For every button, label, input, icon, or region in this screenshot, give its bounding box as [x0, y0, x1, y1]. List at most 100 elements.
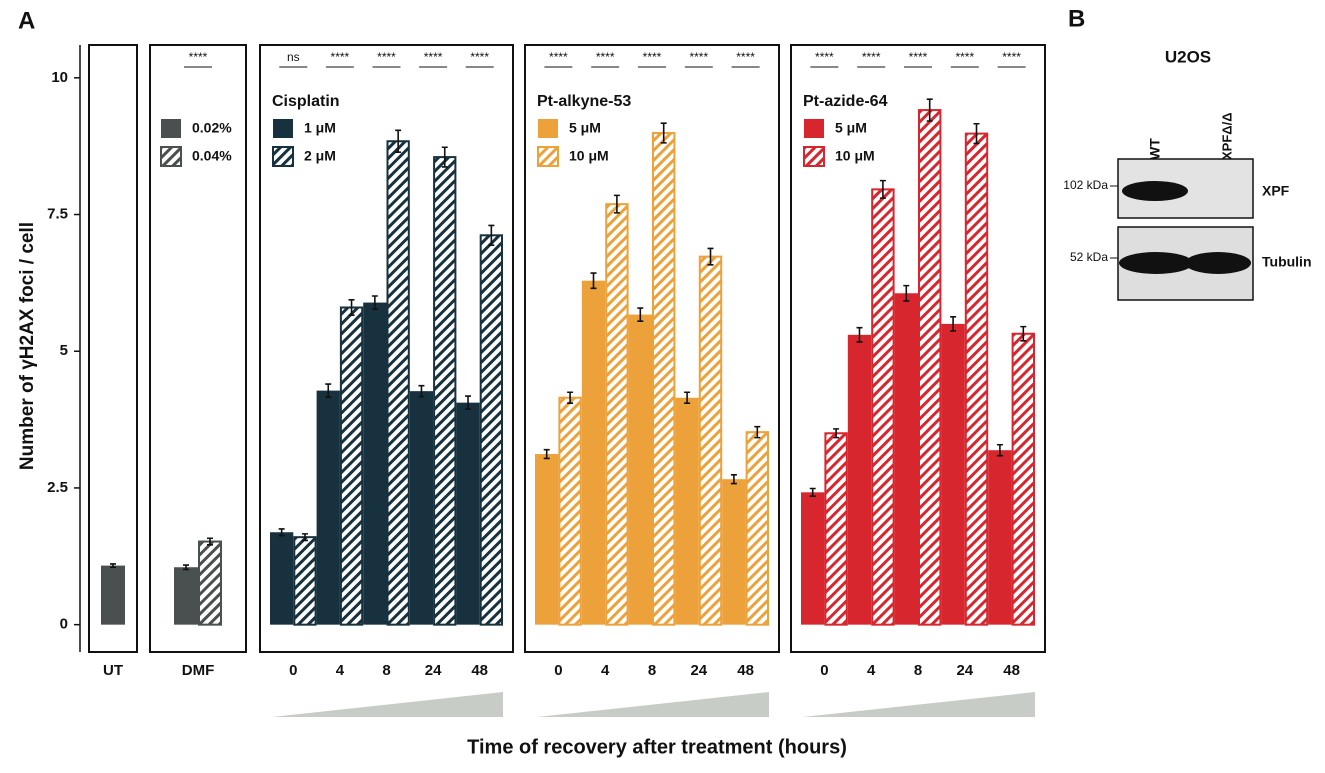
marker-label: 52 kDa — [1070, 250, 1108, 264]
x-tick-label: 48 — [1003, 662, 1020, 679]
y-tick-label: 5 — [60, 342, 68, 359]
x-tick-label: 48 — [471, 662, 488, 679]
bar — [294, 537, 315, 624]
legend-label: 5 μM — [835, 120, 867, 136]
bar — [848, 335, 871, 625]
x-tick-label: 8 — [648, 662, 656, 679]
protein-label: Tubulin — [1262, 254, 1312, 270]
bar — [582, 281, 605, 625]
legend-label: 10 μM — [835, 148, 875, 164]
bar — [675, 398, 698, 625]
significance-label: **** — [955, 50, 974, 64]
protein-label: XPF — [1262, 183, 1290, 199]
bar — [101, 566, 125, 625]
significance-label: **** — [736, 50, 755, 64]
bar — [801, 492, 824, 624]
bar — [559, 398, 580, 625]
lane-label: WT — [1147, 138, 1163, 160]
bar — [872, 189, 893, 624]
dose-wedge — [272, 692, 503, 717]
significance-label: **** — [909, 50, 928, 64]
significance-label: **** — [424, 50, 443, 64]
bar — [481, 235, 502, 624]
bar — [966, 134, 987, 625]
x-tick-label: 0 — [820, 662, 828, 679]
bar — [722, 479, 745, 624]
legend-title: Cisplatin — [272, 93, 340, 110]
bar — [895, 293, 918, 624]
x-tick-label: 4 — [867, 662, 876, 679]
x-tick-label: UT — [103, 662, 123, 679]
legend-swatch — [804, 147, 824, 166]
x-tick-label: 48 — [737, 662, 754, 679]
bar — [270, 532, 293, 624]
legend-label: 0.02% — [192, 120, 232, 136]
significance-label: **** — [689, 50, 708, 64]
marker-label: 102 kDa — [1063, 178, 1108, 192]
panel-label: A — [18, 7, 35, 34]
bar — [629, 315, 652, 625]
legend-swatch — [538, 147, 558, 166]
legend-label: 2 μM — [304, 148, 336, 164]
legend-swatch — [161, 147, 181, 166]
bar — [825, 433, 846, 624]
x-tick-label: 24 — [690, 662, 707, 679]
bar — [653, 133, 674, 625]
significance-label: **** — [189, 50, 208, 64]
legend-swatch — [273, 119, 293, 138]
bar — [174, 567, 198, 624]
blot-band — [1119, 252, 1193, 274]
bar — [199, 542, 221, 625]
legend-label: 5 μM — [569, 120, 601, 136]
legend-swatch — [161, 119, 181, 138]
lane-label: XPFΔ/Δ — [1219, 112, 1234, 160]
panel-frame — [89, 45, 137, 652]
blot-band — [1185, 252, 1251, 274]
significance-label: **** — [331, 50, 350, 64]
x-tick-label: 24 — [956, 662, 973, 679]
x-tick-label: 8 — [382, 662, 390, 679]
bar — [919, 110, 940, 625]
x-tick-label: 24 — [425, 662, 442, 679]
bar — [988, 450, 1011, 624]
y-tick-label: 2.5 — [47, 479, 68, 496]
significance-label: **** — [377, 50, 396, 64]
significance-label: **** — [470, 50, 489, 64]
x-axis-label: Time of recovery after treatment (hours) — [467, 736, 847, 758]
significance-label: **** — [862, 50, 881, 64]
bar — [434, 157, 455, 625]
error-bar — [110, 564, 116, 567]
bar — [410, 391, 433, 625]
figure: A Number of γH2AX foci / cell Time of re… — [0, 0, 1325, 768]
bar — [747, 432, 768, 624]
x-tick-label: 0 — [289, 662, 297, 679]
bar — [941, 324, 964, 625]
legend-title: Pt-azide-64 — [803, 93, 888, 110]
significance-label: ns — [287, 50, 300, 64]
y-axis-label: Number of γH2AX foci / cell — [17, 222, 38, 470]
bar — [341, 307, 362, 624]
x-tick-label: DMF — [182, 662, 215, 679]
bar — [606, 204, 627, 625]
y-tick-label: 7.5 — [47, 205, 68, 222]
x-tick-label: 4 — [336, 662, 345, 679]
bar — [535, 454, 558, 625]
panel-label: B — [1068, 5, 1085, 32]
bar — [363, 303, 386, 625]
legend-label: 1 μM — [304, 120, 336, 136]
dose-wedge — [803, 692, 1035, 717]
significance-label: **** — [1002, 50, 1021, 64]
blot-band — [1122, 181, 1188, 201]
bar — [317, 391, 340, 625]
bar — [456, 403, 479, 625]
significance-label: **** — [815, 50, 834, 64]
bar — [388, 141, 409, 624]
legend-swatch — [273, 147, 293, 166]
legend-label: 0.04% — [192, 148, 232, 164]
legend-swatch — [538, 119, 558, 138]
x-tick-label: 0 — [554, 662, 562, 679]
dose-wedge — [537, 692, 769, 717]
legend-swatch — [804, 119, 824, 138]
bar — [700, 257, 721, 625]
x-tick-label: 4 — [601, 662, 610, 679]
